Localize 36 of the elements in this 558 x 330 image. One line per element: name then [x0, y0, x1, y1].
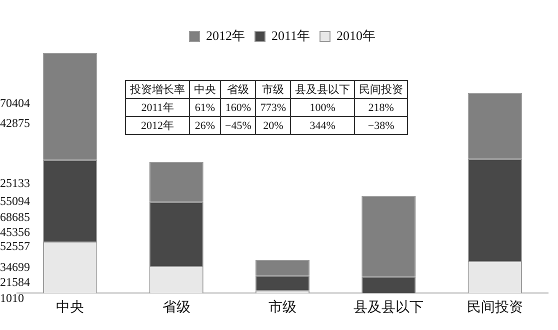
annotation: 民间投资	[354, 80, 408, 98]
x-tick-label: 县及县以下	[354, 299, 424, 316]
x-tick-label: 市级	[268, 299, 296, 316]
legend-label: 2011年	[271, 28, 310, 43]
annotation: −38%	[354, 116, 408, 134]
annotation: 2011年	[126, 98, 190, 116]
annotation: 25133	[0, 176, 31, 190]
annotation: 中央	[190, 80, 220, 98]
annotation: 61%	[190, 98, 220, 116]
annotation: 投资增长率	[126, 80, 190, 98]
x-tick-label: 省级	[162, 299, 190, 316]
annotation: 773%	[256, 98, 291, 116]
annotation: 70404	[0, 96, 31, 110]
annotation: 100%	[290, 98, 355, 116]
annotation: 2012年	[126, 116, 190, 134]
legend-label: 2012年	[206, 28, 245, 43]
annotation: 26%	[190, 116, 220, 134]
annotation: 省级	[220, 80, 256, 98]
annotation: 1010	[0, 291, 25, 305]
annotation: 45356	[0, 225, 31, 239]
annotation: 55094	[0, 194, 31, 208]
x-tick-label: 中央	[56, 299, 84, 316]
annotation: 344%	[290, 116, 355, 134]
annotation: 218%	[354, 98, 408, 116]
annotation: 21584	[0, 275, 31, 289]
annotation: 20%	[256, 116, 291, 134]
annotation: 68685	[0, 210, 31, 224]
annotation: 县及县以下	[290, 80, 355, 98]
annotation: 160%	[220, 98, 256, 116]
legend-label: 2010年	[336, 28, 376, 43]
annotation: 42875	[0, 116, 31, 130]
x-tick-label: 民间投资	[466, 299, 523, 316]
annotation: −45%	[220, 116, 256, 134]
annotation: 34699	[0, 260, 31, 274]
annotation: 市级	[256, 80, 291, 98]
annotation: 52557	[0, 239, 31, 253]
